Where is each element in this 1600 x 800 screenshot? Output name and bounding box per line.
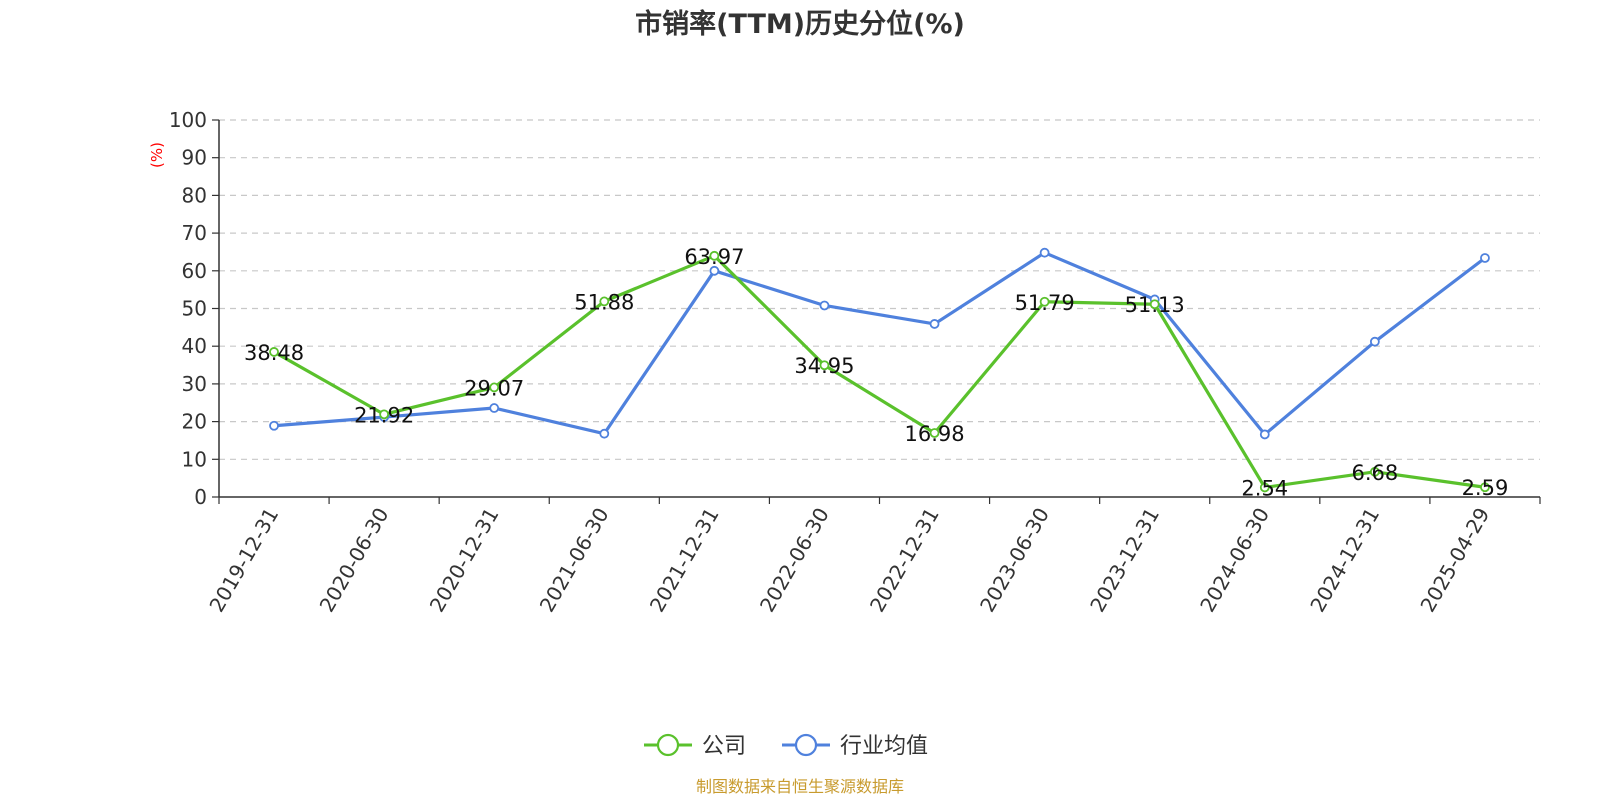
legend-item-1[interactable]: 行业均值 (782, 733, 928, 759)
data-label: 51.13 (1125, 293, 1185, 317)
data-label: 51.79 (1015, 291, 1075, 315)
data-point[interactable] (1480, 253, 1490, 263)
y-tick-label: 90 (182, 146, 207, 170)
legend-item-0[interactable]: 公司 (644, 733, 746, 759)
series-0 (269, 250, 1490, 493)
x-tick-label: 2024-12-31 (1305, 504, 1384, 617)
x-tick-label: 2020-06-30 (315, 504, 394, 617)
grid-lines (219, 119, 1540, 460)
x-tick-label: 2020-12-31 (425, 504, 504, 617)
data-point[interactable] (599, 296, 610, 307)
data-point[interactable] (269, 347, 279, 357)
data-point[interactable] (489, 382, 500, 393)
x-tick-label: 2022-06-30 (755, 504, 834, 617)
legend-label: 公司 (702, 734, 746, 759)
y-tick-label: 10 (182, 447, 207, 471)
data-point[interactable] (1039, 296, 1050, 307)
legend[interactable]: 公司 行业均值 (644, 733, 928, 759)
series-1 (269, 247, 1490, 440)
data-label: 29.07 (464, 376, 524, 400)
data-point[interactable] (819, 360, 830, 371)
data-point[interactable] (819, 300, 830, 311)
data-point[interactable] (1149, 299, 1160, 310)
x-tick-label: 2019-12-31 (204, 504, 283, 617)
data-label: 21.92 (354, 403, 414, 427)
y-tick-label: 80 (182, 183, 207, 207)
data-label: 2.54 (1241, 476, 1288, 500)
series-line (273, 254, 1486, 490)
chart-title: 市销率(TTM)历史分位(%) (635, 8, 965, 40)
data-point[interactable] (379, 409, 390, 420)
data-label: 6.68 (1351, 461, 1398, 485)
data-label: 2.59 (1462, 476, 1509, 500)
x-tick-label: 2024-06-30 (1195, 504, 1274, 617)
data-point[interactable] (1259, 482, 1270, 493)
series-line (273, 251, 1486, 437)
data-label: 63.97 (684, 245, 744, 269)
legend-circle-icon (794, 733, 818, 757)
data-point[interactable] (269, 420, 279, 431)
y-axis-label: (%) (148, 142, 166, 168)
y-tick-label: 60 (182, 259, 207, 283)
data-label: 16.98 (904, 422, 964, 446)
legend-circle-icon (656, 733, 680, 757)
data-point[interactable] (709, 250, 720, 261)
y-tick-label: 20 (182, 410, 207, 434)
data-label: 34.95 (794, 354, 854, 378)
legend-label: 行业均值 (840, 734, 928, 759)
source-note: 制图数据来自恒生聚源数据库 (696, 777, 904, 796)
x-tick-label: 2021-06-30 (535, 504, 614, 617)
y-tick-label: 0 (194, 485, 207, 509)
data-point[interactable] (1369, 466, 1380, 477)
x-tick-label: 2023-12-31 (1085, 504, 1164, 617)
data-point[interactable] (1480, 482, 1490, 493)
data-point[interactable] (1259, 429, 1270, 440)
x-tick-label: 2025-04-29 (1415, 504, 1494, 617)
data-point[interactable] (709, 265, 720, 276)
y-tick-label: 30 (182, 372, 207, 396)
x-tick-label: 2023-06-30 (975, 504, 1054, 617)
data-point[interactable] (929, 428, 940, 438)
x-tick-label: 2022-12-31 (865, 504, 944, 617)
y-tick-label: 100 (169, 108, 207, 132)
data-labels: 38.48 21.92 29.07 51.88 63.97 34.95 16.98 51.79… (244, 245, 1508, 501)
y-tick-label: 40 (182, 334, 207, 358)
data-point[interactable] (1369, 336, 1380, 347)
data-point[interactable] (599, 428, 610, 439)
y-tick-label: 50 (182, 297, 207, 321)
data-label: 38.48 (244, 341, 304, 365)
y-tick-label: 70 (182, 221, 207, 245)
x-tick-label: 2021-12-31 (645, 504, 724, 617)
series-layer (269, 247, 1490, 493)
data-point[interactable] (1039, 247, 1050, 258)
data-point[interactable] (929, 319, 940, 329)
data-label: 51.88 (574, 290, 634, 314)
data-point[interactable] (489, 403, 500, 413)
